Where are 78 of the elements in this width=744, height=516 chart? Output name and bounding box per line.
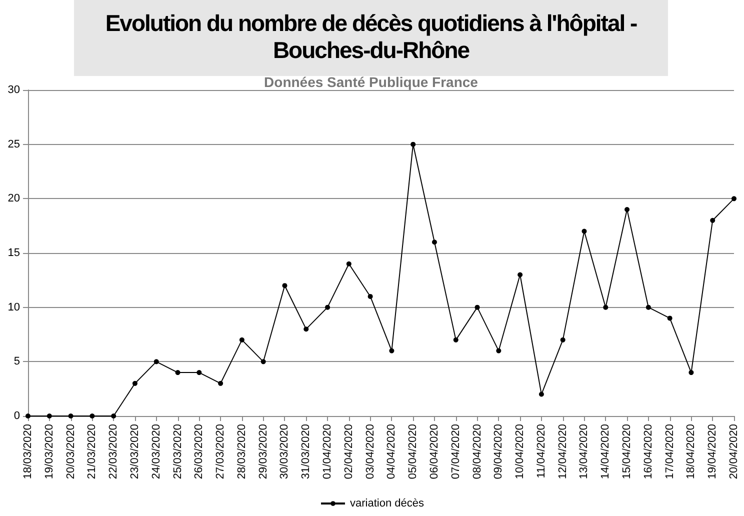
point	[346, 261, 352, 266]
point	[218, 380, 224, 386]
point	[282, 283, 288, 288]
y-tick-label: 5	[14, 356, 20, 368]
y-tick-label: 20	[8, 192, 20, 205]
point	[603, 304, 608, 310]
point	[368, 294, 373, 299]
y-tick-label: 10	[8, 301, 20, 314]
point	[432, 240, 437, 245]
x-tick-label: 14/04/2020	[600, 424, 612, 480]
point	[325, 304, 330, 310]
point	[260, 359, 266, 364]
x-tick-label: 20/04/2020	[728, 424, 740, 480]
point	[646, 304, 651, 310]
x-tick-label: 27/03/2020	[214, 424, 227, 480]
x-tick-label: 21/03/2020	[86, 424, 98, 480]
x-tick-label: 02/04/2020	[342, 424, 355, 480]
x-tick-label: 13/04/2020	[578, 424, 590, 480]
point	[624, 207, 630, 212]
x-tick-label: 16/04/2020	[642, 424, 654, 480]
x-tick-label: 18/04/2020	[685, 424, 698, 480]
y-tick-label: 25	[8, 138, 20, 150]
x-tick-label: 29/03/2020	[257, 424, 270, 480]
x-tick-label: 11/04/2020	[535, 424, 548, 478]
x-tick-label: 15/04/2020	[621, 424, 634, 480]
point	[538, 392, 544, 397]
point	[239, 337, 244, 342]
x-tick-label: 24/03/2020	[150, 424, 162, 480]
x-tick-label: 22/03/2020	[108, 424, 120, 480]
point	[46, 414, 52, 418]
point	[518, 272, 523, 278]
point	[453, 337, 458, 342]
x-tick-label: 25/03/2020	[172, 424, 184, 480]
x-tick-label: 07/04/2020	[450, 424, 462, 480]
point	[26, 414, 30, 418]
x-tick-label: 04/04/2020	[386, 424, 398, 480]
x-tick-label: 06/04/2020	[428, 424, 440, 480]
y-tick-label: 15	[8, 247, 20, 259]
x-tick-label: 10/04/2020	[514, 424, 526, 480]
y-tick-label: 0	[14, 410, 20, 422]
point	[710, 218, 716, 223]
point	[111, 414, 116, 418]
chart-title: Evolution du nombre de décès quotidiens à l'hôpital - Bouches-du-Rhône	[104, 10, 638, 64]
point	[132, 380, 138, 386]
x-tick-label: 30/03/2020	[278, 424, 291, 480]
x-tick-label: 01/04/2020	[322, 424, 334, 480]
x-tick-label: 08/04/2020	[471, 424, 484, 480]
point	[474, 304, 480, 310]
x-tick-label: 09/04/2020	[492, 424, 505, 480]
point	[175, 370, 180, 376]
x-tick-label: 20/03/2020	[64, 424, 77, 480]
chart-subtitle: Données Santé Publique France	[263, 74, 479, 90]
x-tick-label: 18/03/2020	[22, 424, 34, 480]
y-tick-label: 30	[8, 84, 20, 96]
point	[154, 359, 159, 364]
point	[688, 370, 694, 376]
point	[90, 414, 95, 418]
point	[304, 326, 309, 332]
x-tick-label: 19/04/2020	[706, 424, 719, 480]
point	[582, 228, 587, 234]
x-tick-label: 28/03/2020	[236, 424, 248, 480]
point	[732, 196, 736, 202]
x-tick-label: 23/03/2020	[128, 424, 141, 480]
point	[410, 142, 416, 147]
x-tick-label: 19/03/2020	[43, 424, 56, 480]
x-tick-label: 12/04/2020	[556, 424, 569, 480]
x-tick-label: 26/03/2020	[193, 424, 206, 480]
point	[496, 348, 502, 354]
x-tick-label: 17/04/2020	[664, 424, 676, 480]
x-tick-label: 03/04/2020	[364, 424, 376, 480]
point	[68, 414, 74, 418]
point	[389, 348, 394, 354]
point	[196, 370, 202, 376]
x-tick-label: 31/03/2020	[300, 424, 312, 480]
point	[667, 316, 672, 321]
legend-label: variation décès	[350, 498, 424, 510]
point	[560, 337, 566, 342]
x-tick-label: 05/04/2020	[407, 424, 420, 480]
